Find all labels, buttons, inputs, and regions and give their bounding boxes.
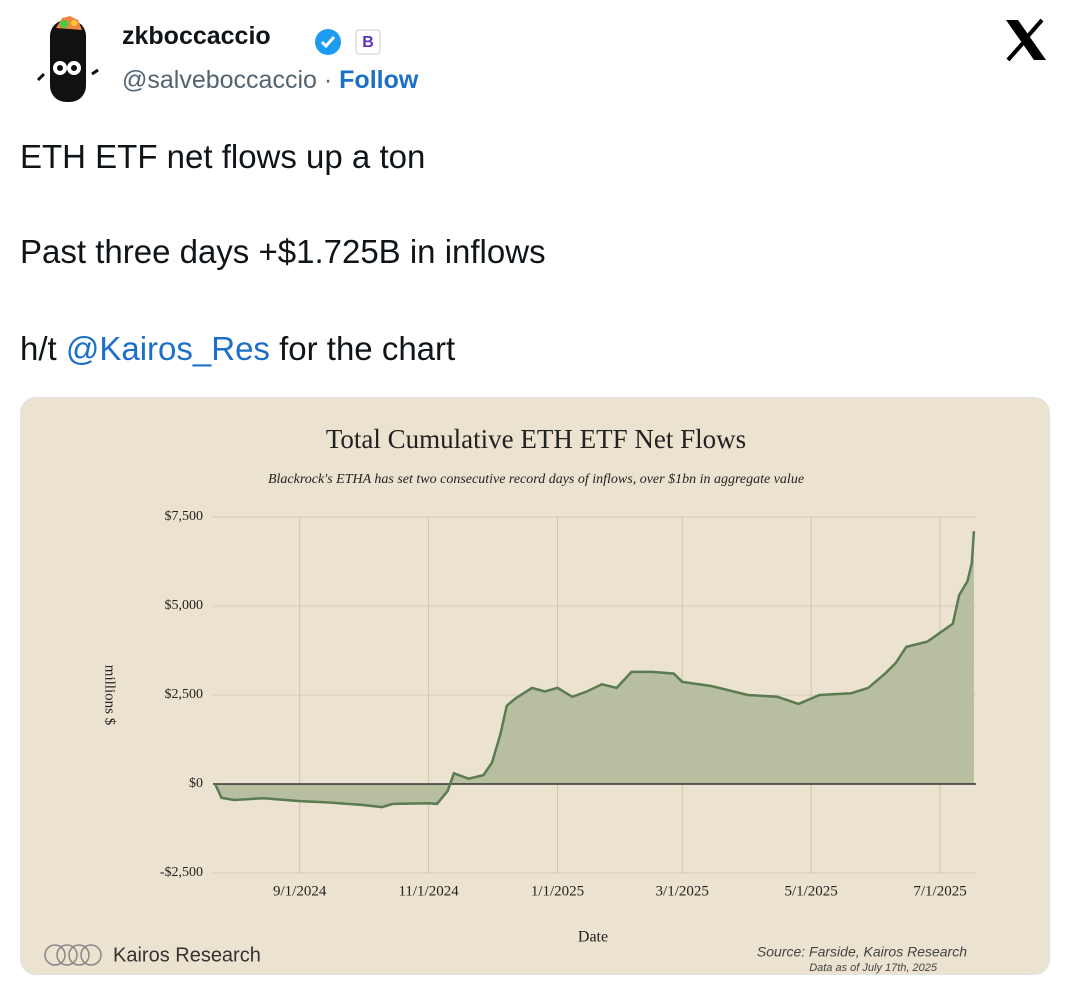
area-fill xyxy=(215,531,974,808)
chart-title: Total Cumulative ETH ETF Net Flows xyxy=(326,424,746,454)
x-tick-label: 11/1/2024 xyxy=(398,883,459,899)
text: for the chart xyxy=(269,330,456,367)
line xyxy=(213,531,976,809)
y-tick-label: $2,500 xyxy=(165,687,204,702)
handle[interactable]: @salveboccaccio xyxy=(122,66,317,94)
x-tick-label: 7/1/2025 xyxy=(913,883,966,899)
mention[interactable]: @Kairos_Res xyxy=(65,330,270,367)
name-text[interactable]: zkboccaccio xyxy=(122,22,271,50)
x-tick-label: 5/1/2025 xyxy=(784,883,837,899)
tweet-text: ETH ETF net flows up a ton xyxy=(20,138,426,175)
separator: · xyxy=(323,66,333,94)
y-tick-label: $7,500 xyxy=(165,509,204,524)
badges: B xyxy=(315,29,381,55)
x-axis-label: Date xyxy=(578,929,608,946)
handle-line: @salveboccaccio · Follow xyxy=(122,66,418,95)
display-name[interactable]: zkboccaccio xyxy=(122,22,271,51)
brand-name: Kairos Research xyxy=(113,944,261,966)
x-logo[interactable] xyxy=(1002,18,1050,62)
chart: Total Cumulative ETH ETF Net Flows Black… xyxy=(44,424,976,974)
svg-text:B: B xyxy=(362,34,374,51)
tweet-text: h/t @Kairos_Res for the chart xyxy=(20,330,455,368)
data-note: Data as of July 17th, 2025 xyxy=(809,962,938,974)
source: Source: Farside, Kairos Research xyxy=(757,944,967,960)
avatar[interactable] xyxy=(36,14,100,106)
x-tick-label: 3/1/2025 xyxy=(656,883,709,899)
chart-card[interactable]: Total Cumulative ETH ETF Net Flows Black… xyxy=(20,397,1050,975)
follow-button[interactable]: Follow xyxy=(339,66,419,94)
brand-logo xyxy=(44,944,102,966)
x-tick-label: 9/1/2024 xyxy=(273,883,327,899)
y-tick-label: $0 xyxy=(189,776,203,791)
y-tick-label: $5,000 xyxy=(165,598,204,613)
y-tick-label: -$2,500 xyxy=(160,865,203,880)
x-tick-label: 1/1/2025 xyxy=(531,883,584,899)
tweet-text: Past three days +$1.725B in inflows xyxy=(20,233,546,270)
y-axis-label: millions $ xyxy=(102,665,118,726)
chart-subtitle: Blackrock's ETHA has set two consecutive… xyxy=(268,472,804,487)
text: h/t xyxy=(20,330,66,367)
